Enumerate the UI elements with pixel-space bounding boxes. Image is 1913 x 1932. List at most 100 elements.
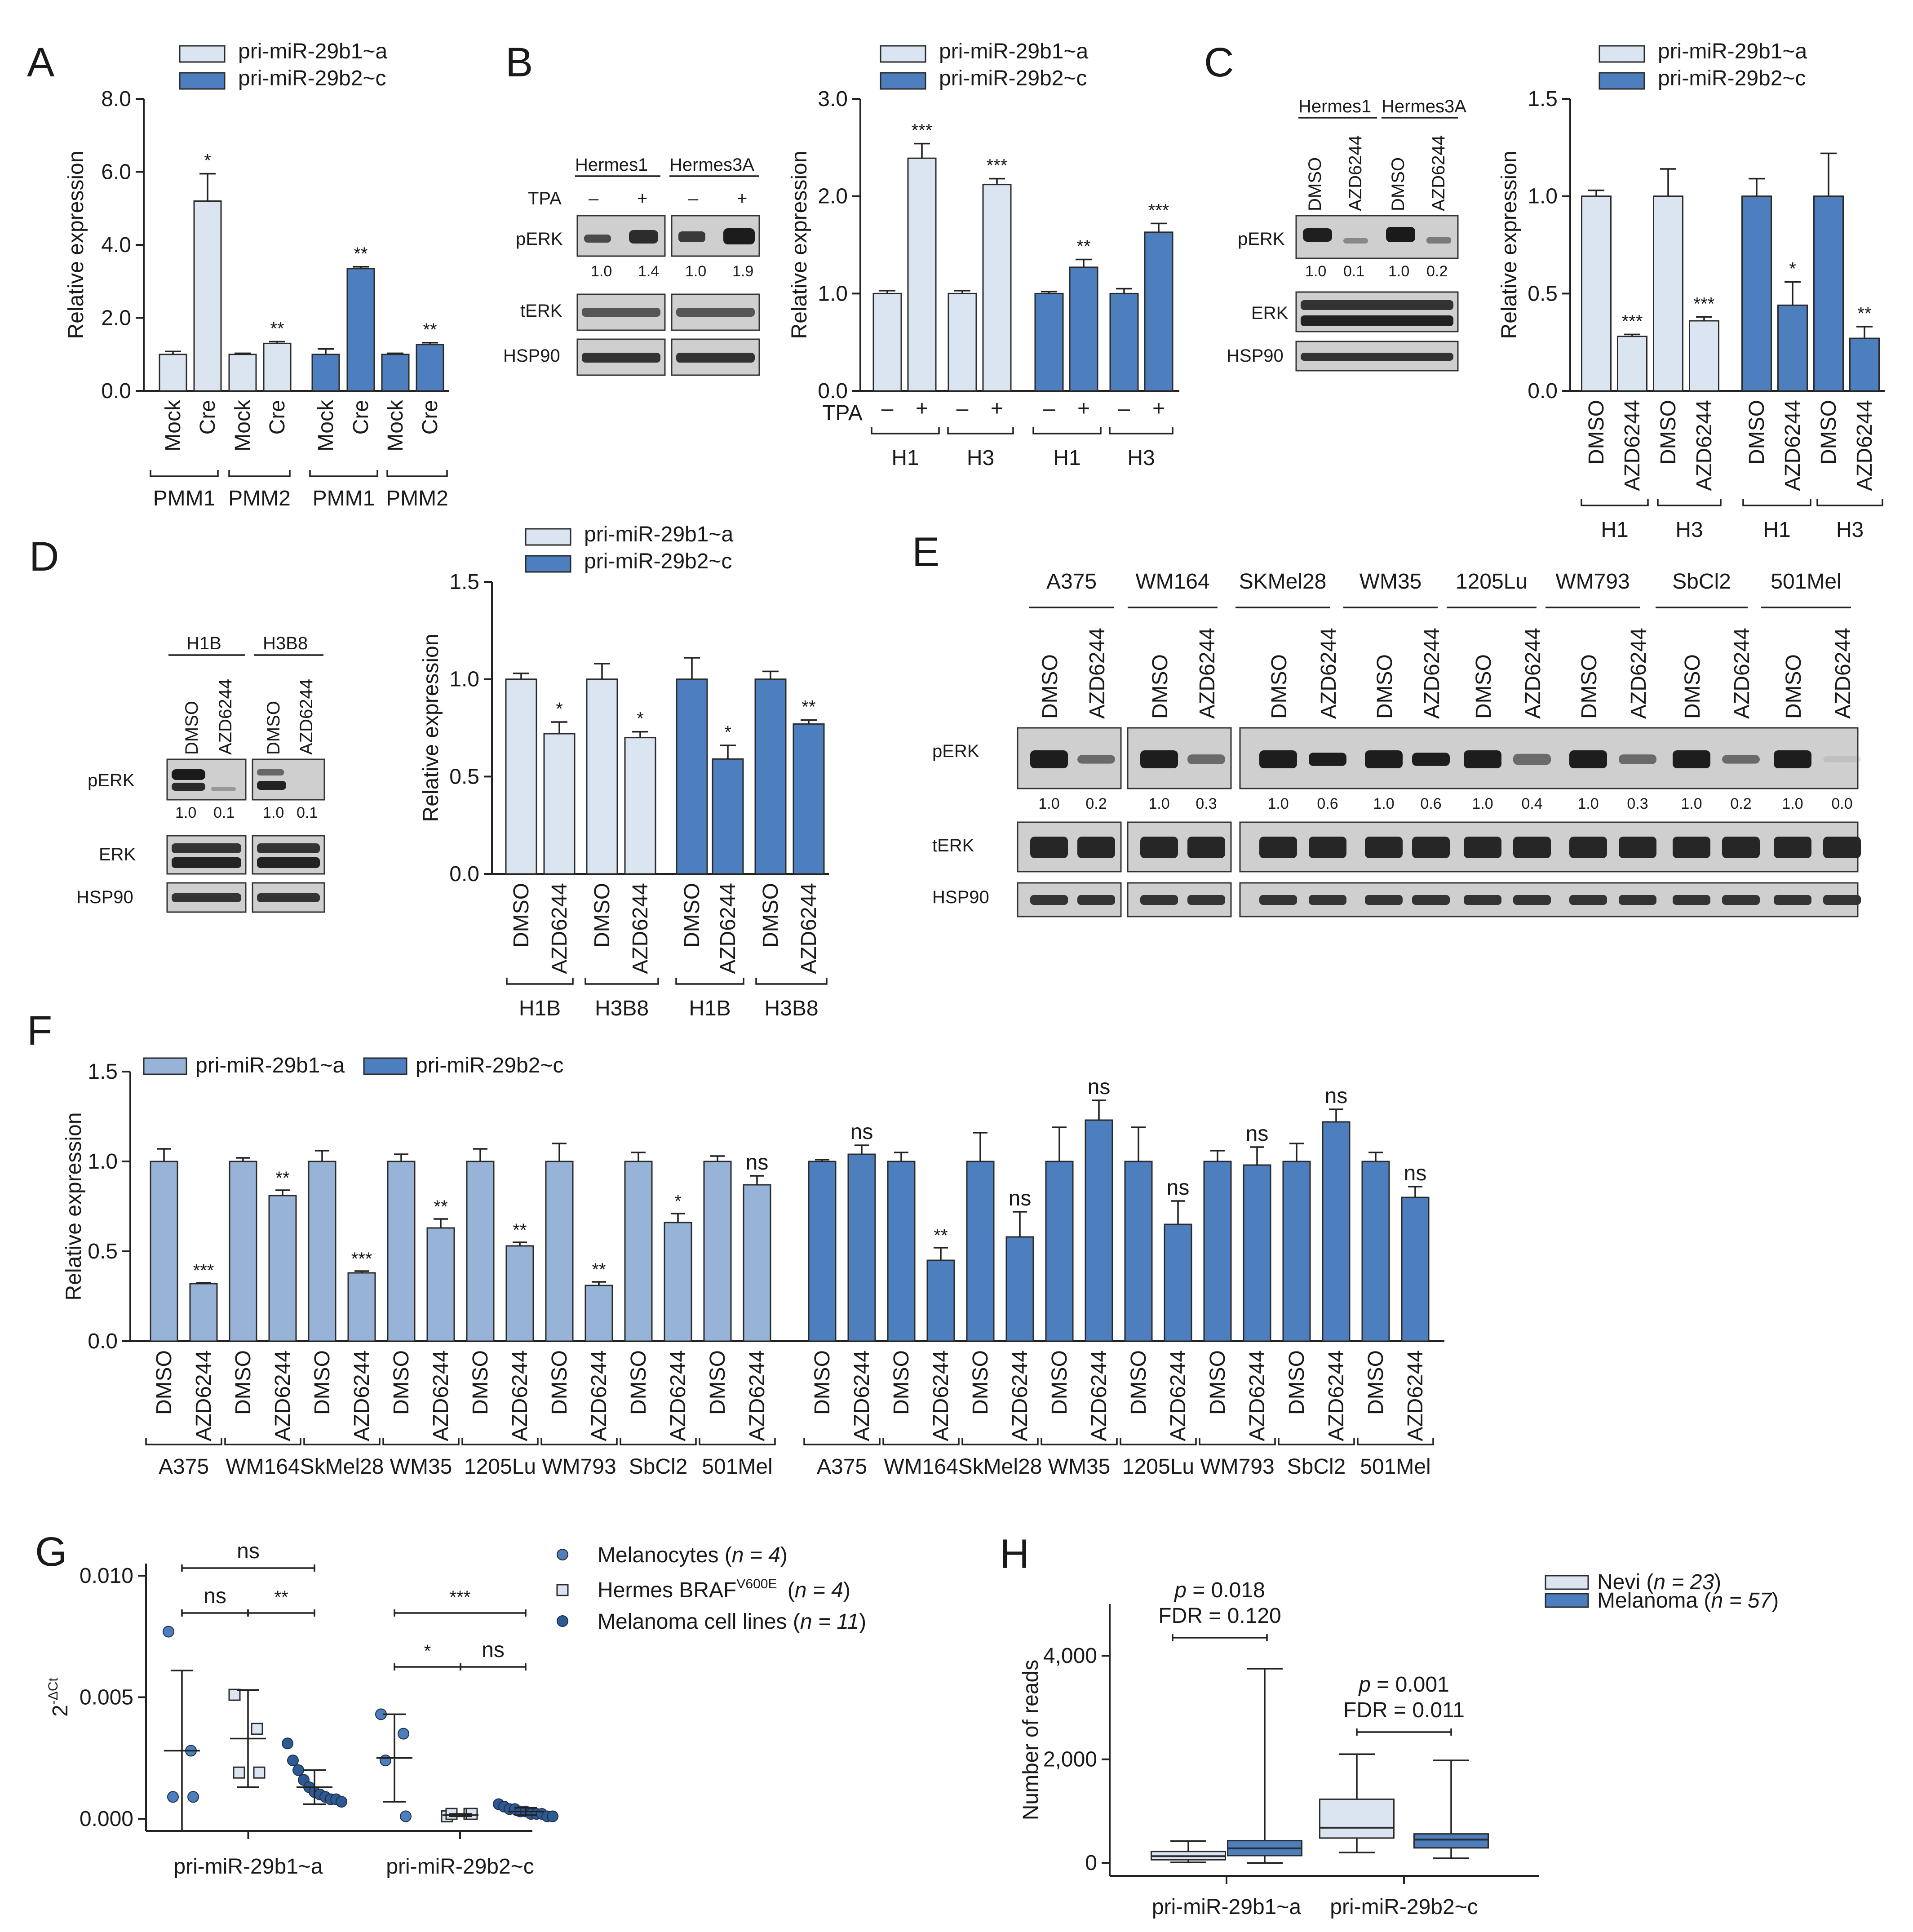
chart-g-point xyxy=(233,1766,245,1779)
chart-f-group-bracket xyxy=(961,1438,1039,1445)
chart-a-x-label: Mock xyxy=(231,399,255,452)
chart-b-legend-swatch xyxy=(880,45,926,63)
chart-g-comparison-label: ** xyxy=(274,1587,288,1607)
chart-f-x-label: AZD6244 xyxy=(271,1350,295,1441)
chart-c-error-bar xyxy=(1696,316,1712,321)
chart-d-x-label: DMSO xyxy=(680,883,704,948)
blot-e-hsp90-band xyxy=(1187,895,1225,905)
blot-e-perk-band xyxy=(1569,750,1607,768)
chart-a-bar xyxy=(311,354,340,392)
chart-f-group-label: WM793 xyxy=(542,1455,616,1479)
blot-e-quant: 1.0 xyxy=(1148,795,1169,812)
chart-f-bar xyxy=(545,1161,574,1342)
chart-h-comparison-line xyxy=(1172,1634,1268,1641)
chart-f-group-bracket xyxy=(1120,1438,1197,1445)
chart-f-significance: ns xyxy=(850,1120,873,1144)
chart-f-bar xyxy=(926,1259,955,1342)
blot-e-hsp90-band xyxy=(1140,895,1178,905)
blot-e-terk-band xyxy=(1774,837,1811,858)
blot-e-line-label: WM793 xyxy=(1555,570,1630,594)
chart-c-bar xyxy=(1689,320,1719,392)
chart-f-x-label: AZD6244 xyxy=(745,1350,769,1441)
blot-e-lane-label: DMSO xyxy=(1782,654,1806,719)
chart-b-significance: *** xyxy=(912,121,933,141)
chart-a-bar xyxy=(228,354,257,392)
chart-h-whisker xyxy=(1247,1668,1283,1864)
blot-e-terk-band xyxy=(1673,837,1710,858)
chart-a-y-tick-label: 2.0 xyxy=(101,306,131,330)
chart-h-y-tick-label: 4,000 xyxy=(1043,1644,1097,1668)
blot-e-perk-band xyxy=(1365,750,1403,768)
blot-d-erk: ERK xyxy=(99,845,136,864)
chart-g-comparison-label: ns xyxy=(237,1539,260,1563)
blot-e-perk-band xyxy=(1464,750,1501,768)
chart-c-error-bar xyxy=(1856,326,1873,338)
chart-c-legend-swatch xyxy=(1599,45,1645,63)
blot-e-quant: 1.0 xyxy=(1267,795,1289,812)
chart-d-group-label: H3B8 xyxy=(595,997,649,1020)
chart-h-whisker xyxy=(1339,1753,1375,1853)
chart-a-x-label: Cre xyxy=(349,400,373,434)
chart-f-significance: ** xyxy=(513,1220,527,1240)
blot-e-lane-label: DMSO xyxy=(1038,654,1062,719)
chart-f-x-label: AZD6244 xyxy=(1087,1350,1111,1441)
chart-f-error-bar xyxy=(1013,1211,1027,1237)
chart-d-group-bracket xyxy=(675,978,744,985)
chart-c-error-bar xyxy=(1749,177,1765,196)
wb-d-1: 1.0 xyxy=(175,804,196,821)
blot-b-perk: pERK xyxy=(516,229,563,249)
chart-c-legend-label: pri-miR-29b2~c xyxy=(1658,66,1806,90)
legend-g-lines: Melanoma cell lines (n = 11) xyxy=(598,1610,866,1634)
blot-e-terk-band xyxy=(1569,837,1607,858)
chart-h-x-label: pri-miR-29b2~c xyxy=(1330,1895,1478,1919)
chart-f-error-bar xyxy=(894,1152,908,1161)
chart-f-x-label: AZD6244 xyxy=(666,1350,690,1441)
chart-f-y-tick-label: 0.0 xyxy=(88,1329,118,1353)
chart-b-bar xyxy=(872,292,902,392)
chart-a-error-bar xyxy=(387,352,403,354)
chart-b-x-label: – xyxy=(956,397,969,421)
chart-a-y-tick-label: 8.0 xyxy=(101,87,131,111)
chart-a-x-label: Mock xyxy=(161,399,185,452)
wb-b-4: 1.9 xyxy=(732,263,753,280)
chart-d-y-label: Relative expression xyxy=(419,634,443,822)
wb-c-4: 0.2 xyxy=(1426,263,1448,280)
blot-e-quant: 0.3 xyxy=(1196,795,1217,812)
blot-e-terk-band xyxy=(1187,837,1225,858)
chart-b-significance: *** xyxy=(987,156,1008,176)
chart-b-y-label: Relative expression xyxy=(788,151,811,339)
blot-e: pERK tERK HSP90 A375 WM164 SKMel28 WM35 1205… xyxy=(932,570,1861,917)
chart-a-x-label: Cre xyxy=(418,400,442,434)
chart-a: 0.0 2.0 4.0 6.0 8.0 Relative expression Mock * C… xyxy=(64,40,449,510)
chart-g-mean-sd xyxy=(376,1713,412,1803)
chart-h-x-label: pri-miR-29b1~a xyxy=(1152,1895,1301,1919)
chart-h-fdr: FDR = 0.011 xyxy=(1343,1698,1465,1722)
chart-g-y-tick-label: 0.005 xyxy=(80,1686,133,1710)
chart-d-group-bracket xyxy=(755,978,828,985)
chart-f-group-label: WM164 xyxy=(884,1455,958,1479)
chart-c-x-label: AZD6244 xyxy=(1781,400,1805,491)
chart-b-y-tick-label: 1.0 xyxy=(818,282,848,306)
chart-d-x-label: DMSO xyxy=(509,883,533,948)
chart-h-y-label: Number of reads xyxy=(1019,1660,1043,1821)
chart-b-group-label: H1 xyxy=(1053,446,1080,470)
chart-a-group-label: PMM1 xyxy=(153,487,216,510)
chart-c-bar xyxy=(1581,195,1612,392)
blot-b: Hermes1 Hermes3A TPA – + – + pERK 1.0 1.… xyxy=(503,155,760,376)
chart-a-bar xyxy=(193,200,222,392)
chart-d-x-label: AZD6244 xyxy=(797,883,821,974)
chart-c-group-bracket xyxy=(1742,499,1811,506)
blot-d-hsp90: HSP90 xyxy=(76,887,133,907)
blot-e-line-label: WM35 xyxy=(1359,570,1422,594)
chart-f-group-label: 501Mel xyxy=(1360,1455,1430,1479)
blot-e-hsp90-band xyxy=(1774,895,1811,905)
chart-a-bar xyxy=(416,344,444,392)
chart-f-significance: ** xyxy=(434,1197,447,1217)
chart-f-group-bracket xyxy=(1357,1438,1434,1445)
blot-c-perk: pERK xyxy=(1238,229,1285,249)
chart-a-legend-label: pri-miR-29b1~a xyxy=(238,40,387,63)
chart-g-comparison-line xyxy=(247,1609,315,1617)
chart-g-point xyxy=(228,1688,241,1701)
chart-c-group-bracket xyxy=(1581,499,1649,506)
chart-f-bar xyxy=(268,1195,297,1342)
